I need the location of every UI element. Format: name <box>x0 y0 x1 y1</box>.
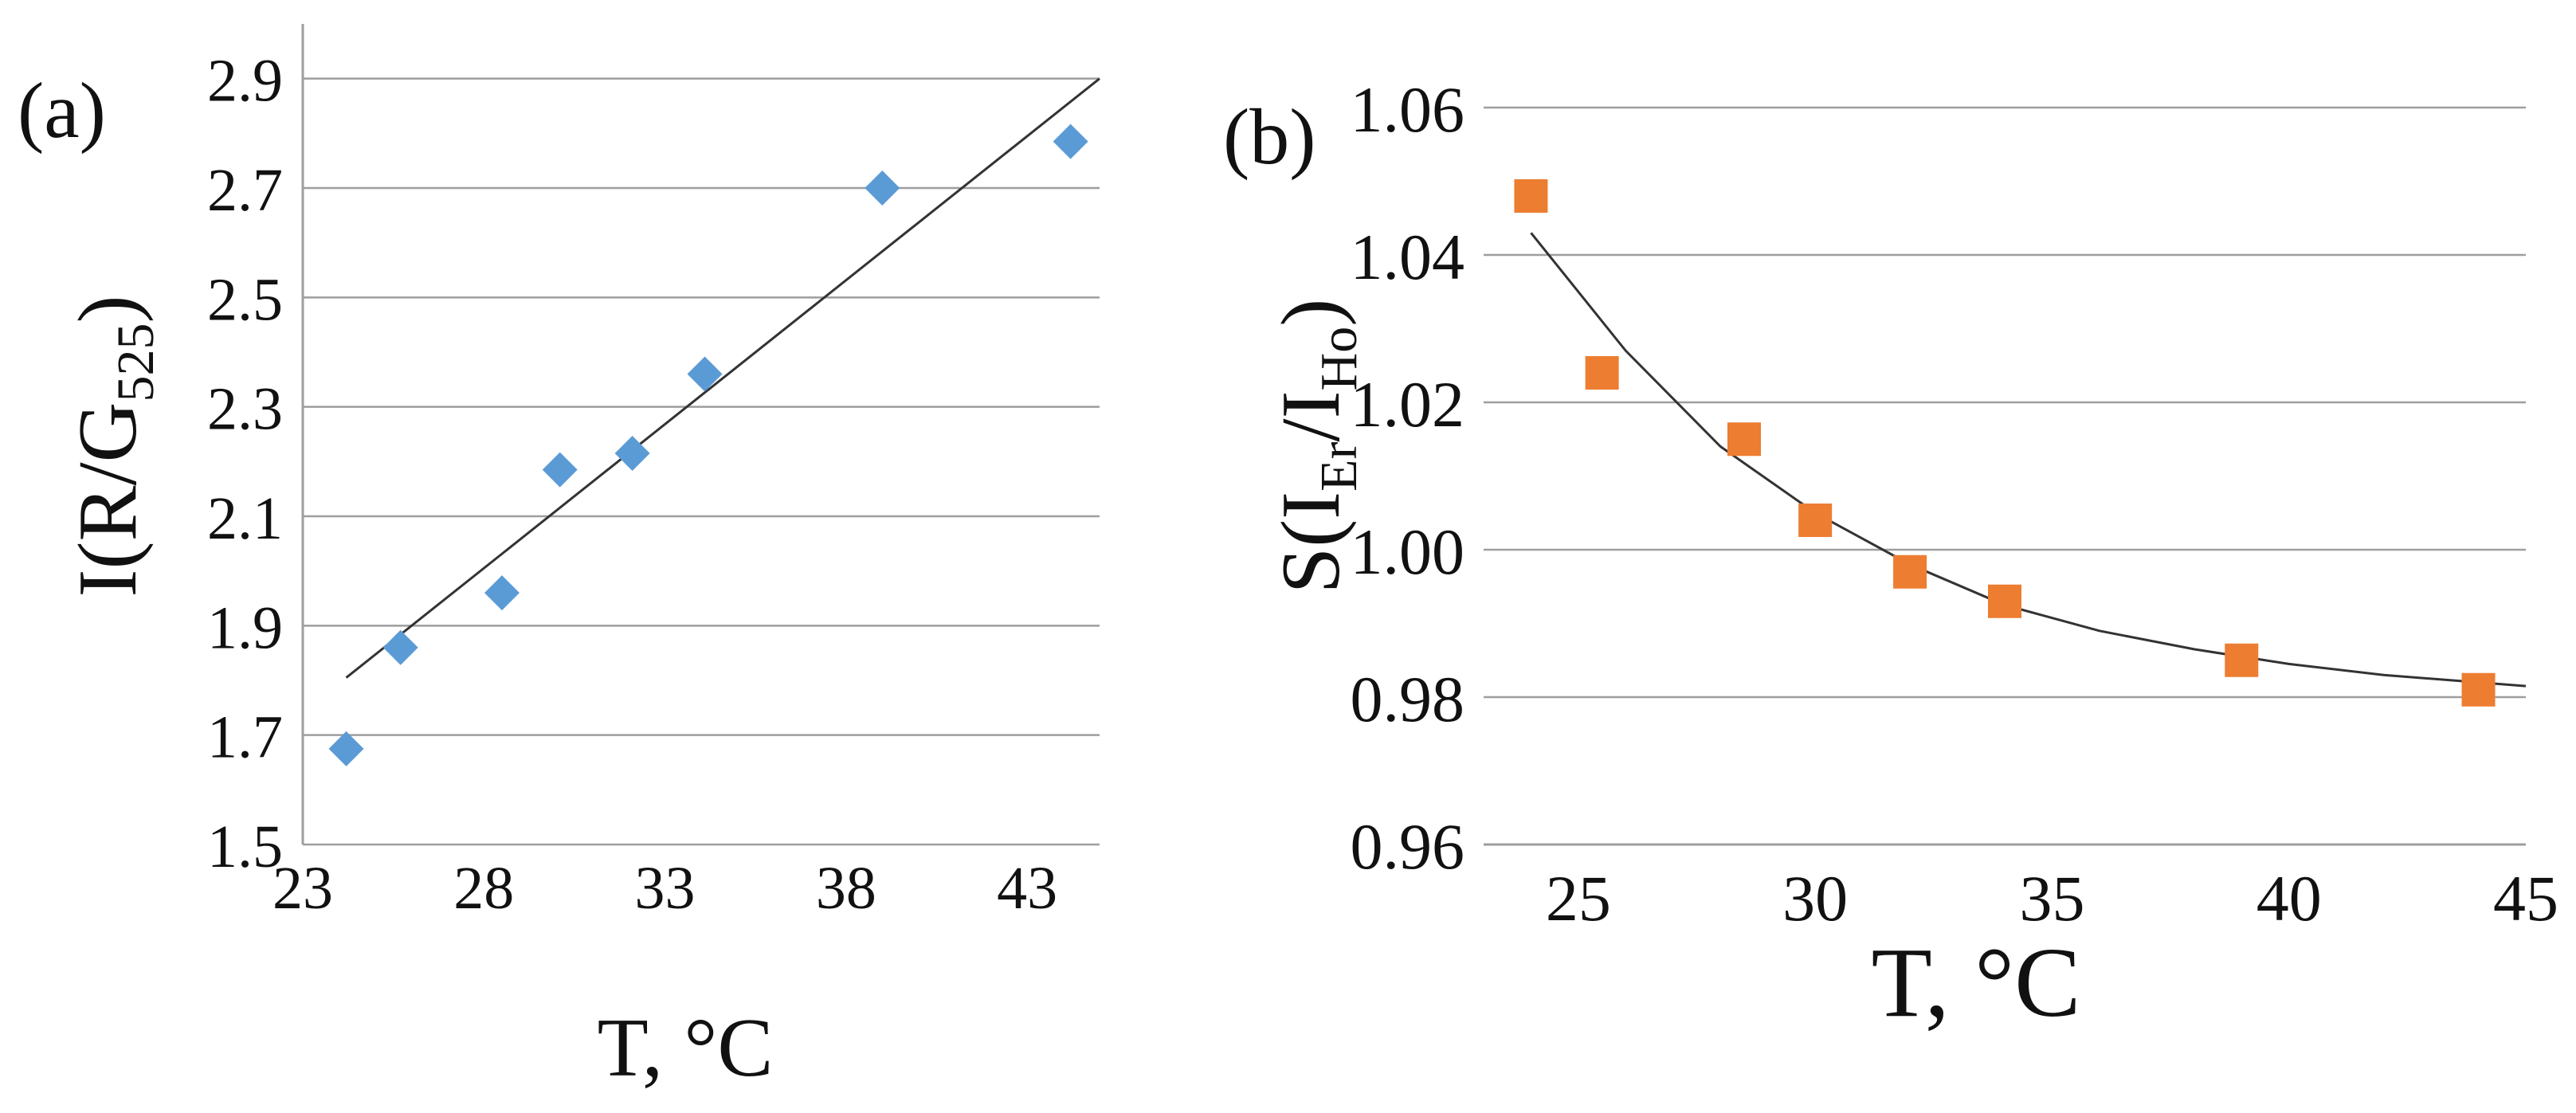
panel-a-fit-line <box>345 77 1100 679</box>
panel-b-x-tick-label: 30 <box>1782 862 1848 935</box>
panel-b-x-tick-labels: 25 30 35 40 45 <box>1546 862 2558 935</box>
panel-b-point <box>1514 179 1548 213</box>
panel-b-y-tick-label: 1.04 <box>1351 221 1465 293</box>
chart-panel-a: (a) 1.51.71.92.12.32.52.72.9 23 28 33 38 43 … <box>18 24 1100 1094</box>
panel-a-point <box>328 731 364 766</box>
panel-a-x-axis-title: T, °C <box>598 1001 774 1094</box>
panel-b-y-title-mid: /I <box>1264 390 1357 441</box>
panel-a-x-tick-label: 38 <box>816 855 876 922</box>
panel-b-y-title-sub2: Ho <box>1310 327 1368 391</box>
panel-a-x-tick-label: 33 <box>635 855 696 922</box>
panel-b-label: (b) <box>1223 92 1316 181</box>
panel-b-x-tick-label: 25 <box>1546 862 1611 935</box>
panel-a-point <box>542 452 578 488</box>
panel-b-x-axis-title: T, °C <box>1872 928 2081 1038</box>
panel-a-y-title-sub: 525 <box>107 323 165 402</box>
panel-a-y-tick-labels: 1.5 1.7 1.9 2.1 2.3 2.5 2.7 2.9 <box>207 48 283 880</box>
panel-b-y-title-sub1: Er <box>1310 442 1368 492</box>
panel-b-point <box>2461 672 2496 707</box>
panel-b-y-title-main: S(I <box>1264 492 1357 594</box>
panel-a-y-tick-label: 2.9 <box>207 48 283 115</box>
panel-a-y-tick-label: 2.3 <box>207 376 283 443</box>
panel-b-x-tick-label: 40 <box>2256 862 2322 935</box>
panel-a-label: (a) <box>18 66 106 155</box>
panel-a-point <box>865 170 900 206</box>
panel-b-y-tick-label: 1.06 <box>1351 73 1465 146</box>
panel-a-x-tick-label: 23 <box>272 855 333 922</box>
panel-b-gridlines <box>1484 106 2526 699</box>
panel-b-y-tick-labels: 0.96 0.98 1.00 1.02 1.04 1.06 <box>1351 73 1465 883</box>
panel-b-y-tick-label: 0.98 <box>1351 663 1465 735</box>
panel-a-y-tick-label: 2.7 <box>207 157 283 224</box>
panel-b-x-tick-label: 45 <box>2493 862 2558 935</box>
chart-panel-b: (b) 0.960.981.001.021.041.06 25 30 35 40 45 … <box>1223 73 2558 1038</box>
panel-a-point <box>382 629 418 665</box>
panel-a-y-tick-label: 1.7 <box>207 704 283 771</box>
panel-a-y-title-main: I(R/G <box>61 402 154 598</box>
panel-a-point <box>614 436 650 472</box>
panel-b-y-axis-title: S(IEr/IHo) <box>1264 299 1368 594</box>
panel-a-y-tick-label: 1.5 <box>207 813 283 880</box>
panel-b-x-tick-label: 35 <box>2019 862 2084 935</box>
panel-b-y-tick-label: 1.00 <box>1351 515 1465 588</box>
panel-a-point <box>1053 123 1088 159</box>
panel-a-x-tick-label: 43 <box>997 855 1057 922</box>
panel-b-point <box>1988 584 2021 618</box>
panel-b-point <box>1798 504 1833 537</box>
panel-b-data-points <box>1514 179 2496 707</box>
panel-a-x-tick-labels: 23 28 33 38 43 <box>272 855 1057 922</box>
panel-b-y-tick-label: 0.96 <box>1351 810 1465 883</box>
panel-a-point <box>484 575 520 611</box>
panel-a-y-tick-label: 1.9 <box>207 594 283 661</box>
panel-a-gridlines <box>303 77 1100 846</box>
panel-a-data-points <box>328 123 1088 766</box>
panel-b-point <box>1893 555 1927 589</box>
panel-a-y-axis-title: I(R/G525) <box>61 296 165 598</box>
panel-b-point <box>1585 356 1619 390</box>
panel-a-fit-line-group <box>345 77 1100 679</box>
panel-b-fit-curve <box>1530 232 2527 688</box>
panel-b-point <box>2225 643 2259 677</box>
panel-a-x-tick-label: 28 <box>453 855 514 922</box>
panel-b-y-title-close: ) <box>1264 299 1357 327</box>
panel-a-y-tick-label: 2.5 <box>207 266 283 333</box>
panel-a-point <box>687 356 723 392</box>
panel-a-y-tick-label: 2.1 <box>207 485 283 552</box>
panel-b-y-tick-label: 1.02 <box>1351 368 1465 441</box>
panel-a-y-title-close: ) <box>61 296 154 323</box>
panel-b-point <box>1727 422 1761 457</box>
panel-b-fit-curve-group <box>1530 232 2527 688</box>
